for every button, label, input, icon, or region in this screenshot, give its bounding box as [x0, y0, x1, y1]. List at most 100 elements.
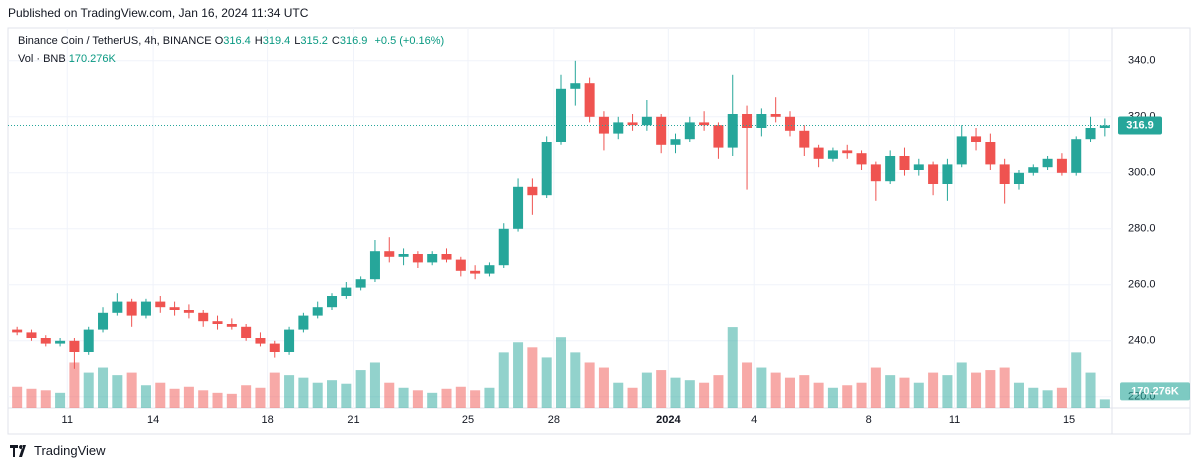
ohlc-value: 316.9: [339, 35, 368, 47]
candle-body: [942, 164, 953, 184]
footer: TradingView: [10, 443, 106, 458]
ohlc-value: 315.2: [300, 35, 328, 47]
candle-body: [727, 114, 738, 148]
y-tick-label: 340.0: [1128, 55, 1156, 67]
candle-body: [470, 270, 481, 274]
volume-bar: [470, 390, 481, 408]
candle-body: [212, 321, 223, 324]
volume-bar: [183, 386, 194, 408]
candle-body: [684, 122, 695, 140]
last-price-badge: [1118, 116, 1162, 135]
candle-body: [856, 153, 867, 165]
volume-bar: [885, 375, 896, 408]
y-tick-label: 260.0: [1128, 279, 1156, 291]
x-tick-label: 11: [62, 414, 73, 426]
volume-bar: [613, 382, 624, 408]
volume-bar: [899, 377, 910, 408]
volume-bar: [985, 370, 996, 408]
candle-body: [885, 156, 896, 182]
volume-bar: [498, 352, 509, 408]
x-tick-label: 4: [751, 414, 757, 426]
candle-body: [742, 114, 753, 128]
x-tick-label: 2024: [656, 414, 681, 426]
volume-bar: [269, 372, 280, 408]
legend: Binance Coin / TetherUS, 4h, BINANCE O31…: [18, 35, 444, 47]
candle-body: [241, 326, 252, 338]
volume-bar: [527, 347, 538, 408]
x-tick-label: 15: [1063, 414, 1075, 426]
published-note: Published on TradingView.com, Jan 16, 20…: [8, 6, 309, 20]
candle-body: [226, 324, 237, 327]
volume-bar: [971, 372, 982, 408]
candle-body: [513, 186, 524, 229]
volume-bar: [1013, 382, 1024, 408]
volume-bar: [398, 387, 409, 408]
volume-bar: [999, 367, 1010, 408]
candle-body: [756, 114, 767, 128]
volume-bar: [842, 385, 853, 408]
volume-badge-label: 170.276K: [1131, 385, 1179, 397]
candle-body: [699, 122, 710, 126]
candle-body: [598, 116, 609, 134]
candle-body: [956, 136, 967, 165]
candle-body: [1071, 139, 1082, 173]
symbol: Binance Coin / TetherUS, 4h, BINANCE: [18, 35, 212, 47]
candle-body: [971, 136, 982, 142]
volume-legend: Vol · BNB 170.276K: [18, 53, 116, 65]
volume-bar: [699, 382, 710, 408]
volume-bar: [742, 362, 753, 408]
candle-body: [98, 312, 109, 330]
volume-bar: [541, 357, 552, 408]
ohlc-value: 319.4: [262, 35, 291, 47]
candle-body: [441, 254, 452, 260]
candle-body: [555, 88, 567, 142]
volume-bar: [584, 362, 595, 408]
candle-body: [627, 122, 638, 126]
volume-bar: [126, 372, 137, 408]
x-tick-label: 21: [347, 414, 359, 426]
volume-bar: [26, 388, 37, 408]
candle-body: [384, 251, 395, 257]
candle-body: [12, 329, 23, 333]
volume-bar: [284, 375, 295, 408]
volume-bar: [140, 385, 151, 408]
grid: [8, 28, 1112, 408]
x-tick-label: 28: [548, 414, 560, 426]
candle-body: [398, 254, 409, 257]
volume-bar: [384, 382, 395, 408]
volume-bar: [198, 390, 209, 408]
volume-bar: [856, 382, 867, 408]
candle-body: [527, 186, 538, 196]
candle-body: [112, 301, 123, 313]
x-tick-label: 25: [462, 414, 474, 426]
volume-bar: [684, 380, 695, 408]
candle-body: [498, 228, 509, 266]
volume-bar: [770, 372, 781, 408]
volume-bar: [169, 388, 180, 408]
volume-title: Vol · BNB: [18, 53, 66, 65]
candle-body: [813, 147, 824, 159]
candle-body: [255, 338, 266, 344]
volume-bar: [298, 377, 309, 408]
candle-body: [455, 259, 466, 271]
volume-bar: [484, 387, 495, 408]
volume-badge: [1120, 382, 1190, 401]
ohlc: O316.4 H319.4 L315.2 C316.9: [215, 35, 372, 47]
candle-body: [842, 150, 853, 154]
y-tick-label: 240.0: [1128, 335, 1156, 347]
candle-body: [541, 142, 552, 196]
volume-bar: [1028, 387, 1039, 408]
candle-body: [298, 315, 309, 330]
volume-bar: [40, 390, 51, 408]
logo: [10, 444, 26, 457]
last-price-label: 316.9: [1126, 119, 1154, 131]
candle-body: [427, 254, 438, 263]
volume-bar: [69, 362, 80, 408]
x-tick-label: 8: [866, 414, 872, 426]
x-tick-label: 14: [147, 414, 159, 426]
volume-bar: [241, 385, 252, 408]
volume-bar: [412, 390, 423, 408]
volume-bar: [784, 377, 795, 408]
candle-body: [584, 83, 595, 117]
